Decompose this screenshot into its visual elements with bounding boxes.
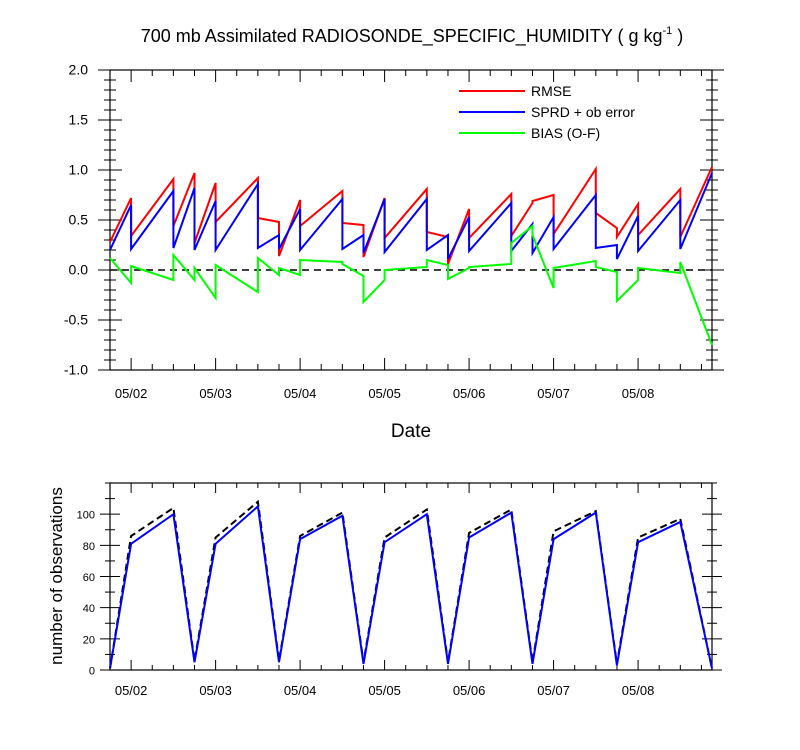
y-tick-label: 40 [83,603,95,615]
x-tick-label: 05/04 [284,386,317,401]
x-tick-labels: 05/02 05/03 05/04 05/05 05/06 05/07 05/08 [115,683,654,698]
legend-label: RMSE [531,83,571,99]
observations-used-line [109,504,713,669]
x-axis-label: Date [391,421,431,442]
bias-rmse-chart: 700 mb Assimilated RADIOSONDE_SPECIFIC_H… [64,25,724,442]
sprd-series-line [109,172,713,260]
y-tick-labels: -1.0 -0.5 0.0 0.5 1.0 1.5 2.0 [64,62,88,378]
x-tick-label: 05/02 [115,683,148,698]
y-tick-label: 1.0 [69,162,89,178]
y-tick-label: -0.5 [64,312,88,328]
series-lines [109,499,713,669]
y-tick-label: 0.0 [69,262,89,278]
y-tick-label: 0.5 [69,212,89,228]
y-tick-label: 100 [77,510,95,522]
observations-dashed-line [109,499,713,669]
x-tick-label: 05/05 [368,386,401,401]
x-tick-label: 05/04 [284,683,317,698]
legend: RMSE SPRD + ob error BIAS (O-F) [459,83,635,141]
x-tick-label: 05/03 [199,386,232,401]
y-tick-label: 80 [83,541,95,553]
bias-series-line [109,223,713,346]
x-tick-label: 05/05 [368,683,401,698]
x-tick-label: 05/06 [453,386,486,401]
y-tick-label: 20 [83,634,95,646]
x-tick-label: 05/02 [115,386,148,401]
y-tick-label: 1.5 [69,112,89,128]
x-tick-labels: 05/02 05/03 05/04 05/05 05/06 05/07 05/08 [115,386,654,401]
y-tick-label: 2.0 [69,62,89,78]
tick-marks [100,482,722,671]
legend-item-sprd: SPRD + ob error [459,104,635,120]
chart-title: 700 mb Assimilated RADIOSONDE_SPECIFIC_H… [141,25,684,47]
y-tick-label: -1.0 [64,362,88,378]
y-tick-labels: 0 20 40 60 80 100 [77,510,95,678]
x-tick-label: 05/03 [199,683,232,698]
tick-marks [98,69,724,371]
x-tick-label: 05/06 [453,683,486,698]
rmse-series-line [109,165,713,265]
x-tick-label: 05/07 [537,386,570,401]
series-lines [109,165,713,346]
chart-title-suffix: ) [672,26,683,46]
x-tick-label: 05/08 [622,683,655,698]
y-tick-label: 0 [89,666,95,678]
chart-title-main: 700 mb Assimilated RADIOSONDE_SPECIFIC_H… [141,26,663,47]
x-tick-label: 05/08 [622,386,655,401]
x-tick-label: 05/07 [537,683,570,698]
legend-item-bias: BIAS (O-F) [459,125,600,141]
legend-label: SPRD + ob error [531,104,635,120]
chart-title-exponent: -1 [663,25,673,37]
legend-label: BIAS (O-F) [531,125,600,141]
y-tick-label: 60 [83,572,95,584]
legend-item-rmse: RMSE [459,83,571,99]
y-axis-label: number of observations [47,487,66,665]
